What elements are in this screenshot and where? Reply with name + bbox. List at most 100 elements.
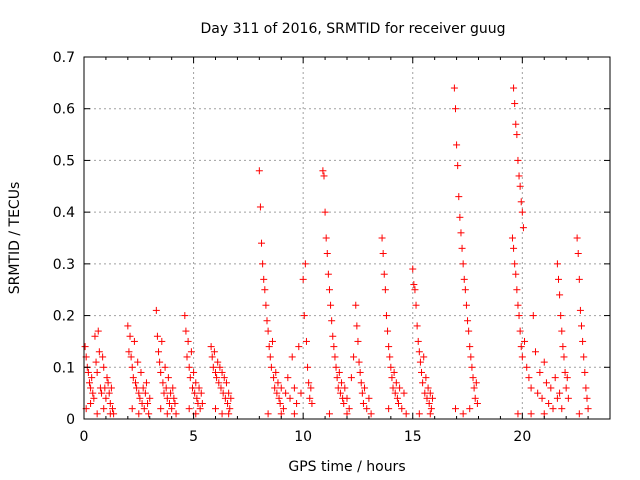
data-point <box>451 405 459 413</box>
data-point <box>167 389 175 397</box>
data-point <box>395 399 403 407</box>
data-point <box>98 389 106 397</box>
data-point <box>454 162 462 170</box>
data-point <box>549 405 557 413</box>
data-point <box>514 156 522 164</box>
data-point <box>409 265 417 273</box>
data-point <box>217 384 225 392</box>
data-point <box>459 260 467 268</box>
data-point <box>144 399 152 407</box>
data-point <box>220 374 228 382</box>
data-point <box>208 353 216 361</box>
data-point <box>560 353 568 361</box>
data-point <box>385 343 393 351</box>
data-point <box>392 379 400 387</box>
y-tick-label: 0.7 <box>53 50 75 66</box>
data-point <box>270 374 278 382</box>
data-point <box>81 343 89 351</box>
data-point <box>330 343 338 351</box>
data-point <box>322 234 330 242</box>
data-point <box>141 389 149 397</box>
data-point <box>328 317 336 325</box>
data-point <box>185 363 193 371</box>
data-point <box>578 322 586 330</box>
data-point <box>363 405 371 413</box>
data-point <box>365 394 373 402</box>
data-point <box>575 275 583 283</box>
data-point <box>345 405 353 413</box>
data-point <box>192 379 200 387</box>
data-point <box>213 374 221 382</box>
data-point <box>84 368 92 376</box>
data-point <box>130 337 138 345</box>
data-point <box>209 363 217 371</box>
data-point <box>513 131 521 139</box>
data-point <box>87 399 95 407</box>
data-point <box>455 193 463 201</box>
y-tick-label: 0.5 <box>53 153 75 169</box>
data-point <box>255 167 263 175</box>
data-point <box>168 405 176 413</box>
data-point <box>164 374 172 382</box>
data-point <box>389 384 397 392</box>
data-point <box>523 363 531 371</box>
x-tick-label: 5 <box>189 429 198 445</box>
data-point <box>108 405 116 413</box>
data-point <box>302 337 310 345</box>
data-point <box>227 394 235 402</box>
data-point <box>261 286 269 294</box>
data-point <box>184 337 192 345</box>
data-point <box>327 301 335 309</box>
data-point <box>307 384 315 392</box>
data-point <box>102 394 110 402</box>
data-point <box>515 312 523 320</box>
data-point <box>276 399 284 407</box>
data-point <box>264 410 272 418</box>
data-point <box>279 405 287 413</box>
data-point <box>514 410 522 418</box>
data-point <box>557 312 565 320</box>
data-point <box>466 343 474 351</box>
data-point <box>412 301 420 309</box>
data-point <box>400 389 408 397</box>
data-point <box>262 301 270 309</box>
data-point <box>393 394 401 402</box>
data-point <box>561 368 569 376</box>
data-point <box>575 410 583 418</box>
data-point <box>212 368 219 376</box>
data-point <box>459 410 467 418</box>
data-point <box>275 394 283 402</box>
data-point <box>99 353 107 361</box>
data-point <box>450 84 458 92</box>
data-point <box>258 239 266 247</box>
data-point <box>573 234 581 242</box>
data-point <box>127 353 135 361</box>
data-point <box>416 358 424 366</box>
data-point <box>267 363 275 371</box>
data-point <box>428 394 436 402</box>
data-point <box>517 198 525 206</box>
data-point <box>160 389 168 397</box>
data-point <box>398 405 406 413</box>
data-point <box>420 353 428 361</box>
data-point <box>460 275 468 283</box>
data-point <box>464 317 472 325</box>
data-point <box>145 410 153 418</box>
data-point <box>542 379 550 387</box>
data-point <box>469 374 477 382</box>
data-point <box>358 389 366 397</box>
data-point <box>308 399 316 407</box>
data-point <box>300 312 308 320</box>
data-point <box>170 394 178 402</box>
data-point <box>152 306 160 314</box>
y-tick-label: 0 <box>66 412 75 428</box>
data-point <box>297 389 305 397</box>
data-point <box>155 348 163 356</box>
data-point <box>338 379 346 387</box>
data-point <box>106 399 114 407</box>
data-point <box>390 368 398 376</box>
data-point <box>466 405 474 413</box>
data-point <box>574 250 582 258</box>
data-point <box>350 353 358 361</box>
